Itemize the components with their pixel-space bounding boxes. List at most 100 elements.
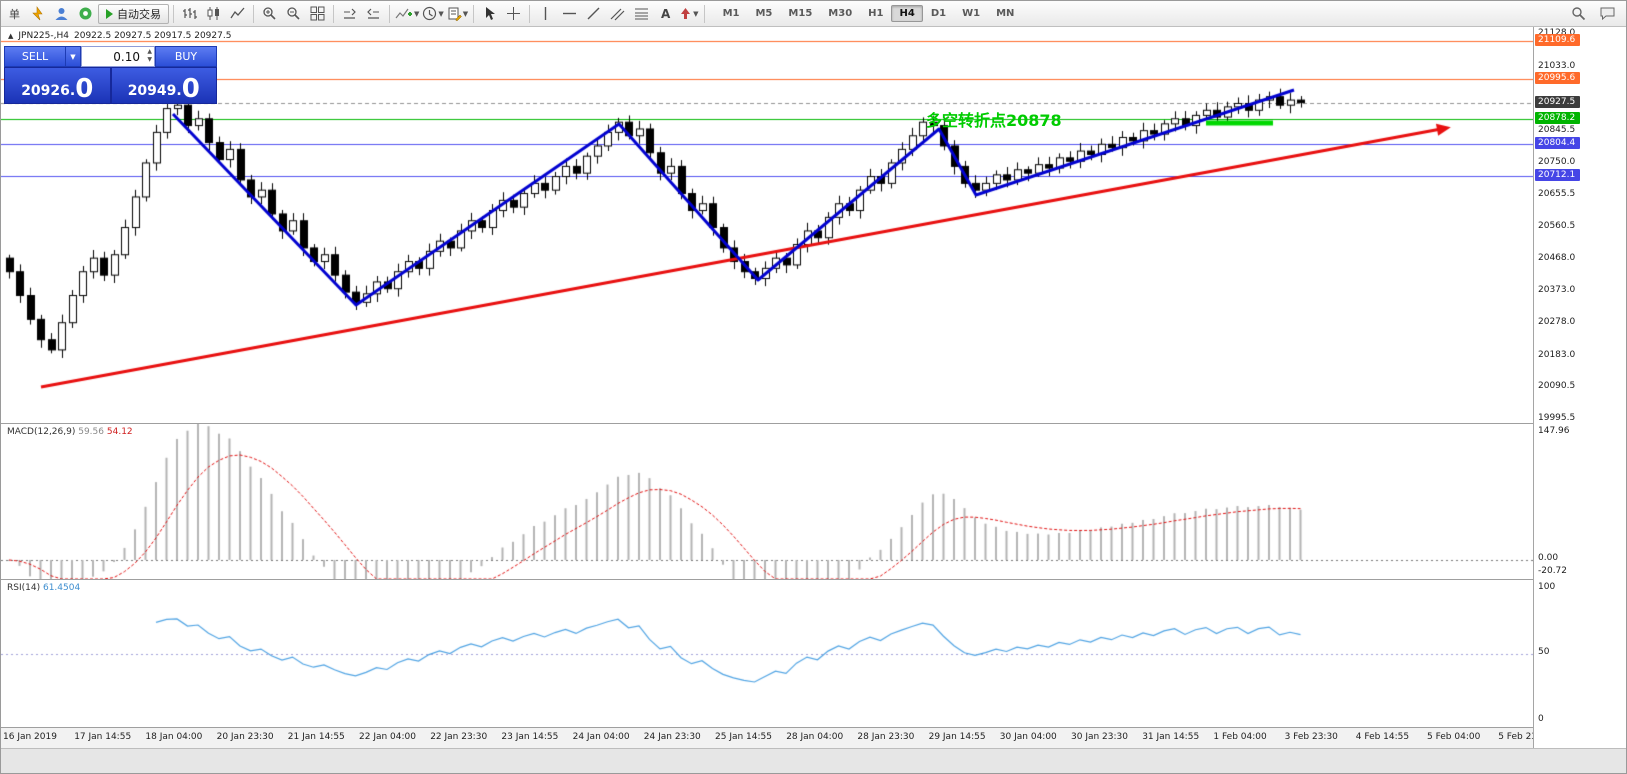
price-badge: 20878.2 [1535,112,1581,125]
auto-scroll-icon[interactable] [362,4,385,24]
tile-windows-icon[interactable] [306,4,329,24]
candles-chart-icon[interactable] [202,4,225,24]
price-scale-label: 21128.0 [1538,28,1575,38]
crosshair-icon[interactable] [502,4,525,24]
price-scale-label: 21033.0 [1538,60,1576,71]
one-click-trading-panel: SELL ▼ 0.10 ▲ ▼ BUY 20926. 0 20949. 0 [4,46,217,104]
price-scale-column[interactable]: 21128.0 21033.0 20845.5 20750.0 20655.5 20560… [1534,27,1626,748]
price-chart-canvas[interactable] [1,27,1533,423]
time-axis-label: 24 Jan 23:30 [643,732,701,742]
time-axis-label: 5 Feb 04:00 [1427,732,1481,742]
zoom-in-icon[interactable] [258,4,281,24]
macd-main-value: 59.56 [78,427,104,437]
autotrading-button[interactable]: 自动交易 [98,3,169,24]
timeframe-toolbar: M1 M5 M15 M30 H1 H4 D1 W1 MN [715,5,1023,22]
status-bar [1,748,1626,773]
toolbar-separator [253,4,254,23]
macd-canvas[interactable] [1,424,1533,579]
price-scale-label: 20090.5 [1538,381,1576,392]
timeframe-M5[interactable]: M5 [755,8,773,19]
price-scale-label: 0.00 [1538,552,1559,563]
trendline-icon[interactable] [582,4,605,24]
sell-price-main: 20926. [21,83,76,99]
timeframe-H4[interactable]: H4 [891,5,923,22]
timeframe-W1[interactable]: W1 [962,8,981,19]
favorites-icon[interactable] [26,4,49,24]
channel-icon[interactable] [606,4,629,24]
time-axis-label: 29 Jan 14:55 [928,732,986,742]
search-icon[interactable] [1567,4,1590,24]
macd-signal-value: 54.12 [106,427,133,437]
time-axis-label: 30 Jan 04:00 [999,732,1057,742]
price-scale-label: 100 [1538,582,1556,592]
volume-stepper[interactable]: ▲ ▼ [147,48,152,64]
trade-options-dropdown[interactable]: ▼ [66,46,81,67]
sell-price-big: 0 [75,73,94,104]
main-toolbar: 单 自动交易 ▼ ▼ ▼ A ▼ M1 M5 M15 M [1,1,1626,27]
price-scale-label: 20655.5 [1538,189,1576,200]
profile-icon[interactable] [50,4,73,24]
time-axis[interactable]: 16 Jan 2019 17 Jan 14:55 18 Jan 04:00 20 Ja… [1,727,1626,748]
volume-input[interactable]: 0.10 ▲ ▼ [81,46,155,67]
timeframe-MN[interactable]: MN [996,8,1015,19]
horizontal-line-icon[interactable] [558,4,581,24]
text-icon[interactable]: A [661,6,671,21]
price-scale-label: 20468.0 [1538,252,1576,263]
price-scale-label: 19995.5 [1538,413,1576,424]
zoom-out-icon[interactable] [282,4,305,24]
time-axis-label: 24 Jan 04:00 [572,732,630,742]
buy-price-display[interactable]: 20949. 0 [110,67,217,104]
cursor-icon[interactable] [478,4,501,24]
bars-chart-icon[interactable] [178,4,201,24]
timeframe-M15[interactable]: M15 [788,8,813,19]
timeframe-H1[interactable]: H1 [868,8,884,19]
sell-button[interactable]: SELL [4,46,66,67]
rsi-canvas[interactable] [1,580,1533,727]
periods-icon[interactable]: ▼ [421,4,444,24]
time-axis-label: 5 Feb 23:30 [1498,732,1552,742]
autotrading-label: 自动交易 [117,7,161,21]
rsi-name: RSI(14) [7,583,41,593]
time-axis-label: 23 Jan 14:55 [501,732,559,742]
chart-shift-icon[interactable] [338,4,361,24]
turning-point-annotation: 多空转折点20878 [926,111,1062,130]
arrows-icon[interactable]: ▼ [678,4,699,24]
price-scale-label: 20560.5 [1538,221,1576,232]
toolbar-separator [529,4,531,23]
price-scale-label: 0 [1538,714,1544,724]
time-axis-label: 18 Jan 04:00 [145,732,203,742]
vertical-line-icon[interactable] [534,4,557,24]
dropdown-caret-icon: ▼ [438,9,444,18]
volume-down-icon[interactable]: ▼ [147,56,152,63]
toolbar-separator [389,4,390,23]
timeframe-M30[interactable]: M30 [828,8,853,19]
buy-price-big: 0 [181,73,200,104]
macd-indicator-panel: MACD(12,26,9) 59.56 54.12 [1,423,1626,579]
indicators-icon[interactable]: ▼ [394,4,420,24]
sell-price-display[interactable]: 20926. 0 [4,67,111,104]
timeframe-D1[interactable]: D1 [930,8,947,19]
time-axis-label: 21 Jan 14:55 [287,732,345,742]
fibonacci-icon[interactable] [630,4,653,24]
time-axis-label: 1 Feb 04:00 [1213,732,1267,742]
price-badge: 20995.6 [1535,72,1581,85]
autotrading-play-icon [106,8,113,19]
chat-icon[interactable] [1596,4,1619,24]
collapse-arrow-icon[interactable]: ▲ [8,32,14,40]
time-axis-label: 22 Jan 23:30 [430,732,488,742]
rsi-value: 61.4504 [42,583,81,593]
templates-icon[interactable]: ▼ [446,4,469,24]
chart-header: ▲ JPN225-,H4 20922.5 20927.5 20917.5 209… [8,31,231,41]
time-axis-label: 28 Jan 23:30 [857,732,915,742]
price-scale-label: -20.72 [1538,566,1568,576]
line-chart-icon[interactable] [226,4,249,24]
macd-name: MACD(12,26,9) [7,427,76,437]
community-icon[interactable] [74,4,97,24]
buy-button[interactable]: BUY [155,46,217,67]
orders-button[interactable]: 单 [4,4,25,24]
toolbar-separator [473,4,475,23]
volume-up-icon[interactable]: ▲ [147,48,152,55]
timeframe-M1[interactable]: M1 [722,8,740,19]
chart-ohlc-values: 20922.5 20927.5 20917.5 20927.5 [74,31,232,41]
price-scale-label: 20845.5 [1538,124,1576,135]
